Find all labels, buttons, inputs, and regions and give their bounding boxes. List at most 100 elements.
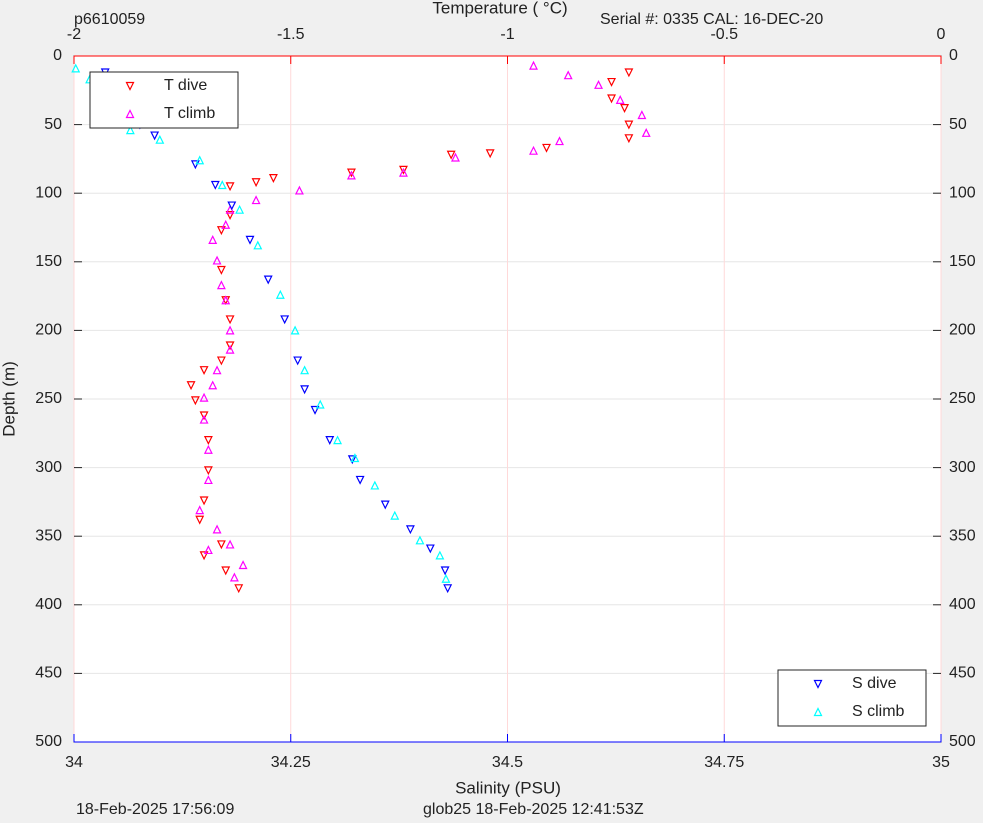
point [529, 60, 538, 70]
point [293, 356, 303, 366]
point [624, 134, 634, 144]
legend-label: S dive [852, 675, 897, 692]
point [325, 436, 335, 446]
y-tick-label: 250 [35, 390, 62, 407]
point [253, 240, 263, 250]
point [294, 185, 304, 195]
point [234, 584, 244, 594]
y-tick-label-right: 150 [949, 253, 976, 270]
point [199, 411, 209, 421]
point [346, 168, 356, 178]
point [315, 399, 325, 409]
point [268, 174, 278, 183]
point [390, 510, 400, 520]
point [186, 381, 196, 391]
point [199, 414, 209, 424]
point [225, 325, 235, 335]
x2-axis-label: Temperature ( °C) [432, 0, 567, 17]
point [216, 265, 226, 275]
point [150, 131, 160, 141]
point [238, 560, 248, 570]
point [435, 550, 445, 560]
x-tick-label: 34.5 [492, 754, 523, 771]
y-tick-label: 450 [35, 665, 62, 682]
point [398, 167, 408, 177]
point [216, 280, 226, 290]
y-tick-label-right: 450 [949, 665, 976, 682]
point [594, 79, 604, 89]
y-tick-label: 0 [53, 47, 62, 64]
point [221, 219, 231, 229]
y-tick-label: 350 [35, 527, 62, 544]
point [607, 77, 617, 87]
point [451, 152, 460, 162]
point [225, 344, 235, 354]
point [225, 341, 235, 351]
point [355, 475, 365, 485]
point [225, 539, 235, 549]
point [245, 235, 255, 245]
x2-tick-label: -2 [67, 26, 81, 43]
footer-left: 18-Feb-2025 17:56:09 [76, 801, 234, 818]
point [190, 396, 200, 406]
y-tick-label-right: 300 [949, 459, 976, 476]
point [251, 195, 261, 205]
point [275, 289, 285, 299]
point [225, 211, 235, 220]
y-axis-label: Depth (m) [0, 361, 18, 437]
y-tick-label-right: 0 [949, 47, 958, 64]
point [615, 95, 625, 105]
point [199, 551, 209, 561]
point [300, 365, 310, 375]
y-tick-label-right: 100 [949, 184, 976, 201]
point [71, 63, 81, 73]
x-tick-label: 34 [65, 754, 83, 771]
y-tick-label: 150 [35, 253, 62, 270]
point [529, 145, 538, 155]
point [542, 143, 551, 153]
point [195, 155, 205, 165]
point [210, 180, 220, 190]
point [398, 165, 408, 175]
point [350, 453, 360, 463]
y-tick-label-right: 250 [949, 390, 976, 407]
point [208, 235, 218, 244]
point [203, 444, 213, 454]
point [216, 356, 226, 366]
point [229, 572, 239, 582]
y-tick-label: 50 [44, 116, 62, 133]
point [624, 68, 634, 78]
y-tick-label: 500 [35, 733, 62, 750]
point [199, 496, 209, 506]
point [607, 94, 617, 104]
point [333, 435, 343, 445]
point [563, 70, 573, 80]
point [199, 392, 209, 402]
legend-marker [125, 81, 135, 91]
point [155, 134, 165, 144]
footer-right: glob25 18-Feb-2025 12:41:53Z [423, 801, 644, 818]
point [443, 584, 453, 594]
point [221, 295, 231, 305]
x-tick-label: 34.25 [271, 754, 311, 771]
legend-label: T climb [164, 105, 215, 122]
x-axis-label: Salinity (PSU) [455, 778, 561, 797]
point [251, 178, 261, 188]
point [225, 315, 235, 325]
y-tick-label: 100 [35, 184, 62, 201]
legend-label: T dive [164, 77, 207, 94]
point [195, 505, 205, 515]
point [208, 380, 218, 390]
point [415, 535, 425, 545]
point [425, 544, 435, 554]
point [290, 325, 300, 335]
y-tick-label: 200 [35, 322, 62, 339]
legend-marker [125, 109, 135, 119]
legend-box [89, 71, 239, 129]
point [280, 315, 290, 325]
point [212, 255, 222, 265]
point [310, 405, 320, 415]
point [216, 540, 226, 550]
y-tick-label: 300 [35, 459, 62, 476]
